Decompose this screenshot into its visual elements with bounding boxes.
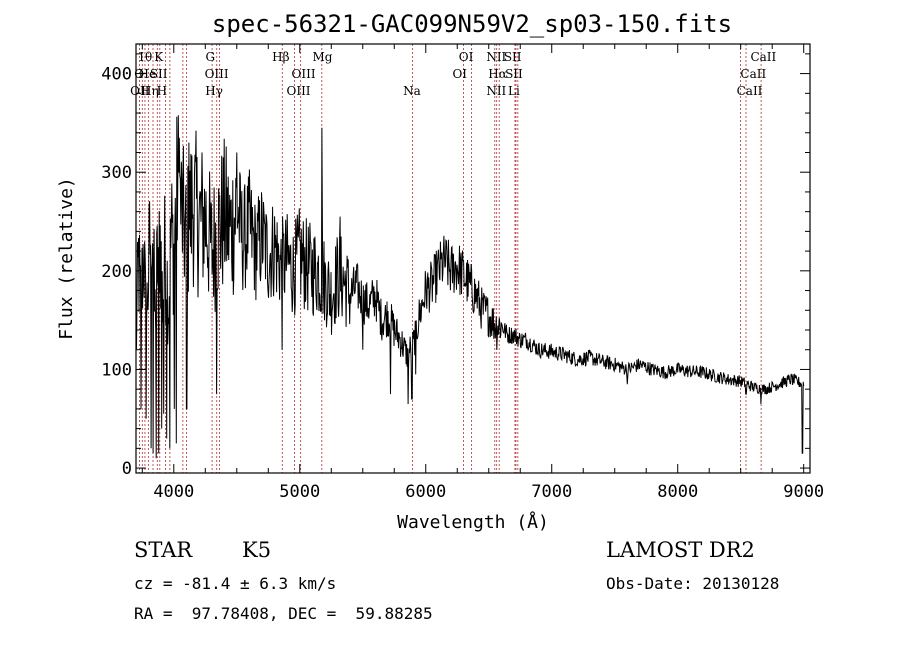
spectral-line-label: OIII: [292, 67, 316, 81]
spectral-line-label: Hβ: [272, 50, 289, 64]
spectral-line-label: He: [139, 67, 157, 81]
spectral-line-label: OI: [459, 50, 474, 64]
survey-name: LAMOST DR2: [606, 538, 755, 562]
spectral-line-label: OII: [130, 84, 150, 98]
coordinates: RA = 97.78408, DEC = 59.88285: [134, 604, 433, 623]
plot-frame: [135, 43, 811, 474]
y-tick-label: 300: [101, 163, 132, 183]
spectral-line-label: Li: [508, 84, 520, 98]
y-tick-label: 0: [122, 459, 132, 479]
spectral-line-label: K: [154, 50, 164, 64]
spectral-line-label: Mg: [312, 50, 332, 64]
spectrum-series: [135, 115, 805, 459]
spectral-line-label: NII: [486, 84, 506, 98]
spectral-line-label: OI: [452, 67, 467, 81]
spectral-line-label: G: [206, 50, 216, 64]
spectral-line-label: CaII: [750, 50, 776, 64]
object-class: STAR: [134, 538, 193, 562]
spectral-line-label: OIII: [205, 67, 229, 81]
chart-title: spec-56321-GAC099N59V2_sp03-150.fits: [212, 10, 732, 38]
x-tick-label: 5000: [279, 482, 320, 502]
y-tick-label: 200: [101, 262, 132, 282]
spectral-line-label: CaII: [740, 67, 766, 81]
spectral-line-label: SII: [504, 50, 522, 64]
spectral-line-label: SII: [505, 67, 523, 81]
spectral-line-label: NII: [486, 50, 506, 64]
spectral-line-label: Hγ: [205, 84, 223, 98]
x-tick-label: 4000: [153, 482, 194, 502]
x-axis-label: Wavelength (Å): [397, 511, 549, 533]
spectral-line-label: Hα: [488, 67, 507, 81]
axis-ticks: 4000 5000 6000 7000 8000 9000 0 100 200 300 400: [101, 44, 824, 502]
y-tick-label: 400: [101, 65, 132, 85]
object-subclass: K5: [242, 538, 272, 562]
spectral-line-label: I: [139, 50, 144, 64]
y-tick-label: 100: [101, 360, 132, 380]
x-tick-label: 7000: [531, 482, 572, 502]
observation-date: Obs-Date: 20130128: [606, 574, 780, 593]
spectral-line-label: Na: [403, 84, 421, 98]
redshift-cz: cz = -81.4 ± 6.3 km/s: [134, 574, 337, 593]
x-tick-label: 8000: [657, 482, 698, 502]
spectral-line-label: H: [157, 84, 167, 98]
spectral-line-label: θ: [145, 50, 152, 64]
y-axis-label: Flux (relative): [56, 177, 77, 340]
spectral-line-label: SII: [150, 67, 168, 81]
x-tick-label: 9000: [783, 482, 824, 502]
spectral-line-label: CaII: [737, 84, 763, 98]
spectral-line-label: OIII: [286, 84, 310, 98]
x-tick-label: 6000: [405, 482, 446, 502]
spectral-line-label: Hη: [141, 84, 159, 98]
